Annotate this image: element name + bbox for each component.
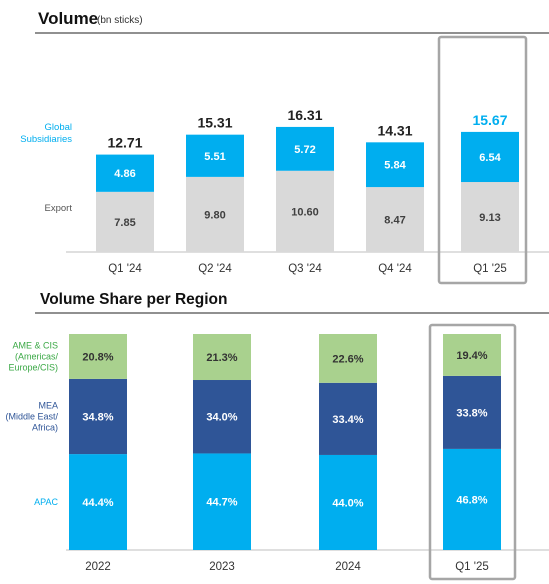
chart1-bar-export: [276, 170, 334, 252]
chart2-category-label: Q1 '25: [455, 561, 489, 573]
chart2-data-label: 44.7%: [206, 497, 237, 509]
chart1-category-label: Q4 '24: [378, 263, 412, 275]
chart1-data-label: 9.80: [204, 209, 225, 221]
chart1-bar-global-subsidiaries: [96, 154, 154, 192]
chart2-category-label: 2024: [335, 561, 361, 573]
chart2-series-label-ame-cis: (Americas/: [15, 351, 59, 361]
chart1-total-label: 15.31: [197, 115, 232, 131]
chart1-bar-export: [96, 191, 154, 252]
chart2-data-label: 44.0%: [332, 497, 363, 509]
chart2-bar-ame-cis: [443, 334, 501, 376]
chart1-total-label: 12.71: [107, 135, 142, 151]
chart1-bar-export: [461, 182, 519, 252]
chart2-bar-ame-cis: [69, 334, 127, 379]
chart2-title: Volume Share per Region: [40, 291, 227, 308]
chart2-category-label: 2022: [85, 561, 111, 573]
chart1-data-label: 10.60: [291, 206, 319, 218]
chart2-series-label-mea: MEA: [38, 401, 58, 411]
chart1-category-label: Q2 '24: [198, 263, 232, 275]
chart2-data-label: 46.8%: [456, 494, 487, 506]
chart1-category-label: Q3 '24: [288, 263, 322, 275]
chart2-bar-apac: [69, 454, 127, 550]
chart2-data-label: 20.8%: [82, 351, 113, 363]
chart2-bar-mea: [443, 375, 501, 449]
chart2-highlight-frame: [428, 323, 517, 581]
chart1-title: Volume: [38, 9, 98, 28]
chart1-highlight-frame: [437, 35, 528, 285]
chart2-bar-mea: [193, 380, 251, 454]
chart2-bar-ame-cis: [193, 334, 251, 381]
chart1-data-label: 5.72: [294, 144, 315, 156]
chart2-bar-apac: [193, 453, 251, 550]
chart1-plot: 7.85 4.86 12.71 Q1 '24 9.80 5.51 15.31 Q2 '24 10…: [20, 35, 549, 285]
chart1-data-label: 6.54: [479, 152, 501, 164]
chart1-bar-global-subsidiaries: [276, 126, 334, 171]
chart1-data-label: 5.84: [384, 160, 406, 172]
chart2-series-label-apac: APAC: [34, 497, 58, 507]
chart2-bar-ame-cis: [319, 334, 377, 383]
chart1-data-label: 7.85: [114, 217, 135, 229]
chart1-data-label: 4.86: [114, 168, 135, 180]
chart1-bar-global-subsidiaries: [186, 134, 244, 177]
chart1-bar-global-subsidiaries: [366, 142, 424, 188]
chart2-series-label-mea: (Middle East/: [5, 412, 58, 422]
chart1-series-label-global: Global: [45, 122, 72, 133]
chart1-data-label: 8.47: [384, 215, 405, 227]
chart2-data-label: 34.0%: [206, 412, 237, 424]
chart2-bar-mea: [319, 382, 377, 455]
chart1-bar-export: [366, 187, 424, 252]
chart2-bar-apac: [443, 448, 501, 550]
chart2-data-label: 33.4%: [332, 414, 363, 426]
chart2-series-label-ame-cis: AME & CIS: [12, 340, 58, 350]
chart1-series-label-export: Export: [45, 203, 73, 214]
chart1-series-label-global-2: Subsidiaries: [20, 134, 72, 145]
chart2-data-label: 44.4%: [82, 497, 113, 509]
chart1-data-label: 5.51: [204, 151, 225, 163]
chart2-bar-mea: [69, 378, 127, 455]
chart2-data-label: 21.3%: [206, 352, 237, 364]
chart1-category-label: Q1 '24: [108, 263, 142, 275]
chart1-data-label: 9.13: [479, 212, 500, 224]
chart2-data-label: 19.4%: [456, 350, 487, 362]
chart1-total-label: 15.67: [472, 112, 507, 128]
chart2-plot: 44.4% 34.8% 20.8% 2022 44.7% 34.0% 21.3% 2023 44…: [5, 323, 549, 581]
chart2-series-label-ame-cis: Europe/CIS): [8, 362, 58, 372]
chart1-total-label: 16.31: [287, 107, 322, 123]
chart1-category-label: Q1 '25: [473, 263, 507, 275]
chart2-bar-apac: [319, 454, 377, 550]
chart1-bar-export: [186, 176, 244, 252]
chart2-data-label: 22.6%: [332, 353, 363, 365]
chart2-series-label-mea: Africa): [32, 423, 58, 433]
chart2-data-label: 33.8%: [456, 407, 487, 419]
chart1-total-label: 14.31: [377, 122, 412, 138]
chart1-bar-global-subsidiaries: [461, 131, 519, 183]
chart2-data-label: 34.8%: [82, 412, 113, 424]
chart2-category-label: 2023: [209, 561, 235, 573]
chart1-subtitle: (bn sticks): [97, 15, 143, 26]
